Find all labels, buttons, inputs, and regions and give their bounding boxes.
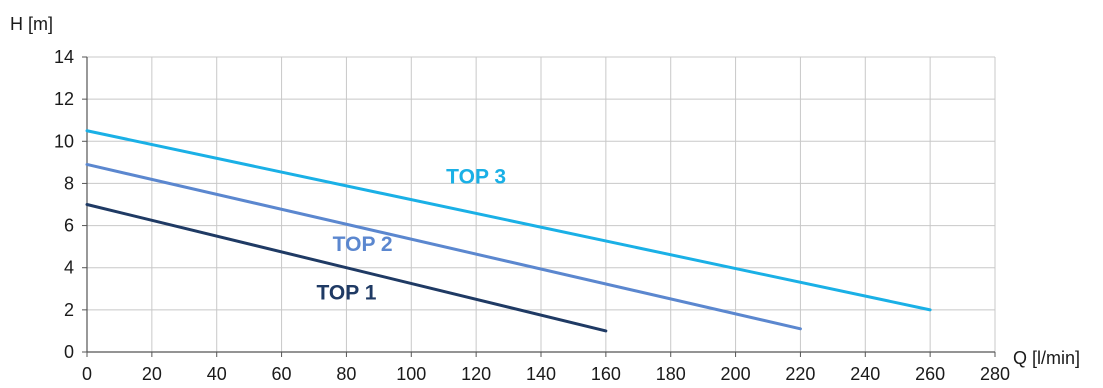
- x-tick-label: 240: [850, 364, 880, 384]
- x-tick-label: 180: [656, 364, 686, 384]
- series-line-top-1: [85, 203, 608, 333]
- x-tick-label: 80: [336, 364, 356, 384]
- series-label-top-1: TOP 1: [316, 281, 376, 304]
- x-tick-label: 60: [272, 364, 292, 384]
- series-line-top-2: [85, 162, 802, 331]
- y-tick-label: 4: [64, 258, 74, 278]
- series-lines: [85, 129, 932, 333]
- series-line-top-3: [85, 129, 932, 312]
- grid: [87, 56, 996, 352]
- x-tick-label: 280: [980, 364, 1010, 384]
- x-tick-label: 20: [142, 364, 162, 384]
- x-tick-label: 160: [591, 364, 621, 384]
- x-tick-label: 260: [915, 364, 945, 384]
- x-tick-label: 220: [785, 364, 815, 384]
- x-tick-label: 40: [207, 364, 227, 384]
- series-label-top-2: TOP 2: [333, 233, 393, 256]
- series-labels: TOP 1 TOP 2 TOP 3: [316, 165, 506, 304]
- y-tick-label: 0: [64, 342, 74, 362]
- x-tick-label: 200: [721, 364, 751, 384]
- y-axis-label: H [m]: [10, 14, 53, 34]
- y-tick-label: 10: [54, 131, 74, 151]
- x-axis-label: Q [l/min]: [1013, 348, 1080, 368]
- x-tick-label: 100: [396, 364, 426, 384]
- y-tick-label: 12: [54, 89, 74, 109]
- y-tick-label: 14: [54, 47, 74, 67]
- axes: [82, 56, 996, 357]
- x-tick-labels: 0 20 40 60 80 100 120 140 160 180 200 220 240 260 280: [82, 364, 1010, 384]
- x-tick-label: 120: [461, 364, 491, 384]
- y-tick-labels: 0 2 4 6 8 10 12 14: [54, 47, 74, 362]
- series-label-top-3: TOP 3: [446, 165, 506, 188]
- x-tick-label: 0: [82, 364, 92, 384]
- y-tick-label: 6: [64, 216, 74, 236]
- y-tick-label: 2: [64, 300, 74, 320]
- y-tick-label: 8: [64, 173, 74, 193]
- x-tick-label: 140: [526, 364, 556, 384]
